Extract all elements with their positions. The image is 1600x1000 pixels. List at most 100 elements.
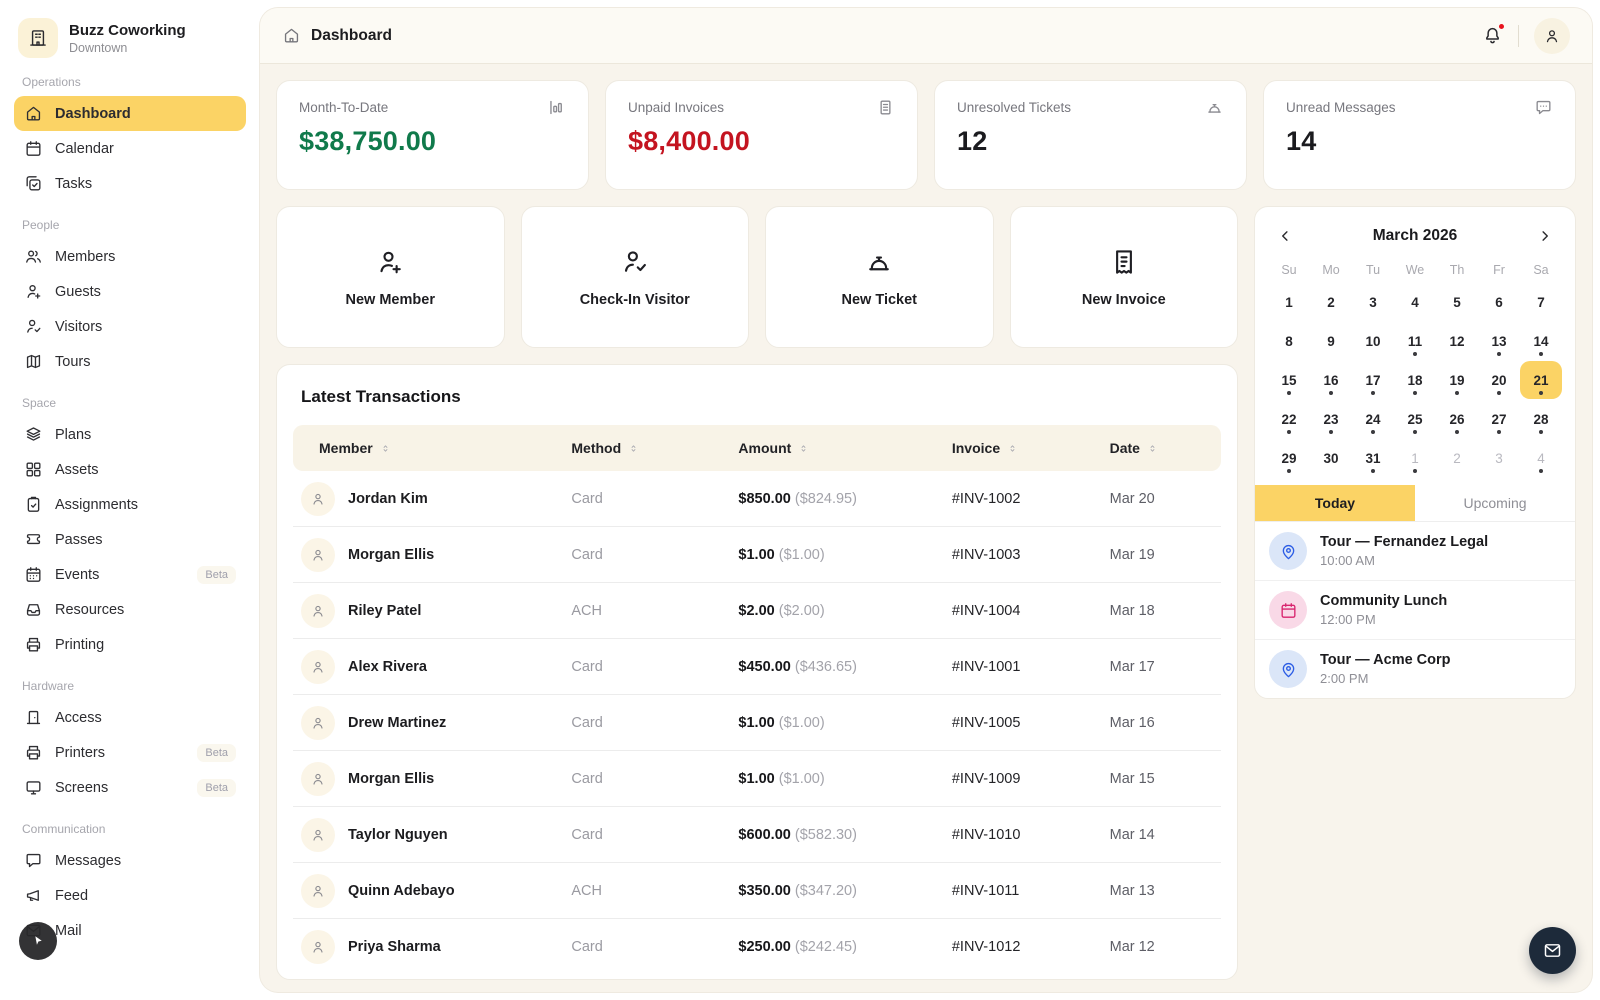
calendar-day[interactable]: 7 [1537,294,1545,310]
sidebar-item[interactable]: Printers Beta [14,735,246,770]
invoice-number[interactable]: #INV-1003 [951,546,1021,563]
column-header-amount[interactable]: Amount [738,440,951,456]
sidebar-item[interactable]: Screens Beta [14,770,246,805]
sidebar-item[interactable]: Tasks [14,166,246,201]
sidebar-item[interactable]: Passes [14,522,246,557]
calendar-day[interactable]: 21 [1520,361,1562,399]
sidebar-item[interactable]: Mail [14,913,246,948]
agenda-event[interactable]: Tour — Acme Corp 2:00 PM [1255,640,1575,698]
agenda-event[interactable]: Tour — Fernandez Legal 10:00 AM [1255,522,1575,581]
calendar-day[interactable]: 26 [1436,400,1478,438]
calendar-day[interactable]: 12 [1449,333,1465,349]
calendar-day[interactable]: 29 [1268,439,1310,477]
org-header[interactable]: Buzz Coworking Downtown [18,18,242,58]
sidebar-item[interactable]: Assets [14,452,246,487]
sidebar-item[interactable]: Calendar [14,131,246,166]
calendar-day[interactable]: 18 [1394,361,1436,399]
sidebar-item[interactable]: Access [14,700,246,735]
stat-card[interactable]: Month-To-Date $38,750.00 [276,80,589,190]
invoice-number[interactable]: #INV-1004 [951,602,1021,619]
table-row[interactable]: Quinn Adebayo ACH $350.00 ($347.20) #INV… [293,863,1221,919]
table-row[interactable]: Morgan Ellis Card $1.00 ($1.00) #INV-100… [293,527,1221,583]
calendar-day[interactable]: 23 [1310,400,1352,438]
calendar-day[interactable]: 10 [1365,333,1381,349]
calendar-day[interactable]: 20 [1478,361,1520,399]
calendar-day[interactable]: 25 [1394,400,1436,438]
sidebar-item[interactable]: Tours [14,344,246,379]
calendar-day[interactable]: 2 [1453,450,1461,466]
calendar-day[interactable]: 11 [1394,322,1436,360]
calendar-day[interactable]: 9 [1327,333,1335,349]
calendar-day[interactable]: 24 [1352,400,1394,438]
calendar-day[interactable]: 14 [1520,322,1562,360]
calendar-day[interactable]: 8 [1285,333,1293,349]
column-header-invoice[interactable]: Invoice [952,440,1110,456]
sidebar-item[interactable]: Visitors [14,309,246,344]
invoice-number[interactable]: #INV-1009 [951,770,1021,787]
sidebar-item[interactable]: Members [14,239,246,274]
stat-card[interactable]: Unresolved Tickets 12 [934,80,1247,190]
sidebar-item[interactable]: Messages [14,843,246,878]
column-header-method[interactable]: Method [571,440,738,456]
calendar-day[interactable]: 1 [1394,439,1436,477]
invoice-number[interactable]: #INV-1001 [951,658,1021,675]
calendar-day[interactable]: 16 [1310,361,1352,399]
invoice-number[interactable]: #INV-1002 [951,490,1021,507]
sidebar-item[interactable]: Feed [14,878,246,913]
agenda-tab[interactable]: Upcoming [1415,485,1575,521]
notifications-button[interactable] [1482,22,1506,46]
sidebar-item[interactable]: Dashboard [14,96,246,131]
user-icon [310,883,326,899]
user-menu-button[interactable] [1534,17,1570,54]
quick-action-button[interactable]: New Ticket [765,206,994,348]
calendar-day[interactable]: 17 [1352,361,1394,399]
invoice-number[interactable]: #INV-1012 [951,939,1021,955]
table-row[interactable]: Priya Sharma Card $250.00 ($242.45) #INV… [293,919,1221,975]
transactions-header-row: Member Method Amount Invoice Date [293,425,1221,471]
stat-card[interactable]: Unpaid Invoices $8,400.00 [605,80,918,190]
calendar-day[interactable]: 5 [1453,294,1461,310]
calendar-day[interactable]: 2 [1327,294,1335,310]
sidebar-item[interactable]: Printing [14,627,246,662]
invoice-number[interactable]: #INV-1011 [951,882,1020,899]
calendar-day[interactable]: 3 [1369,294,1377,310]
calendar-day[interactable]: 4 [1411,294,1419,310]
quick-action-button[interactable]: Check-In Visitor [520,206,749,348]
sidebar-item[interactable]: Resources [14,592,246,627]
calendar-day[interactable]: 3 [1495,450,1503,466]
calendar-day[interactable]: 15 [1268,361,1310,399]
calendar-day[interactable]: 28 [1520,400,1562,438]
table-row[interactable]: Riley Patel ACH $2.00 ($2.00) #INV-1004 … [293,583,1221,639]
calendar-next-button[interactable] [1536,227,1554,245]
calendar-day[interactable]: 1 [1285,294,1293,310]
stat-card[interactable]: Unread Messages 14 [1263,80,1576,190]
calendar-day[interactable]: 19 [1436,361,1478,399]
column-header-date[interactable]: Date [1110,440,1221,456]
table-row[interactable]: Jordan Kim Card $850.00 ($824.95) #INV-1… [293,471,1221,527]
calendar-day[interactable]: 6 [1495,294,1503,310]
agenda-tabs: Today Upcoming [1255,485,1575,522]
table-row[interactable]: Drew Martinez Card $1.00 ($1.00) #INV-10… [293,695,1221,751]
calendar-day[interactable]: 27 [1478,400,1520,438]
sidebar-item[interactable]: Guests [14,274,246,309]
sidebar-item[interactable]: Events Beta [14,557,246,592]
quick-action-button[interactable]: New Member [276,206,505,348]
table-row[interactable]: Alex Rivera Card $450.00 ($436.65) #INV-… [293,639,1221,695]
table-row[interactable]: Morgan Ellis Card $1.00 ($1.00) #INV-100… [293,751,1221,807]
feedback-fab-button[interactable] [1529,927,1576,974]
column-header-member[interactable]: Member [293,440,571,456]
agenda-tab[interactable]: Today [1255,485,1415,521]
table-row[interactable]: Taylor Nguyen Card $600.00 ($582.30) #IN… [293,807,1221,863]
invoice-number[interactable]: #INV-1010 [951,826,1021,843]
calendar-day[interactable]: 22 [1268,400,1310,438]
invoice-number[interactable]: #INV-1005 [951,714,1021,731]
calendar-day[interactable]: 4 [1520,439,1562,477]
calendar-day[interactable]: 13 [1478,322,1520,360]
calendar-day[interactable]: 31 [1352,439,1394,477]
agenda-event[interactable]: Community Lunch 12:00 PM [1255,581,1575,640]
calendar-day[interactable]: 30 [1323,450,1339,466]
quick-action-button[interactable]: New Invoice [1009,206,1238,348]
sidebar-item[interactable]: Plans [14,417,246,452]
calendar-prev-button[interactable] [1276,227,1294,245]
sidebar-item[interactable]: Assignments [14,487,246,522]
